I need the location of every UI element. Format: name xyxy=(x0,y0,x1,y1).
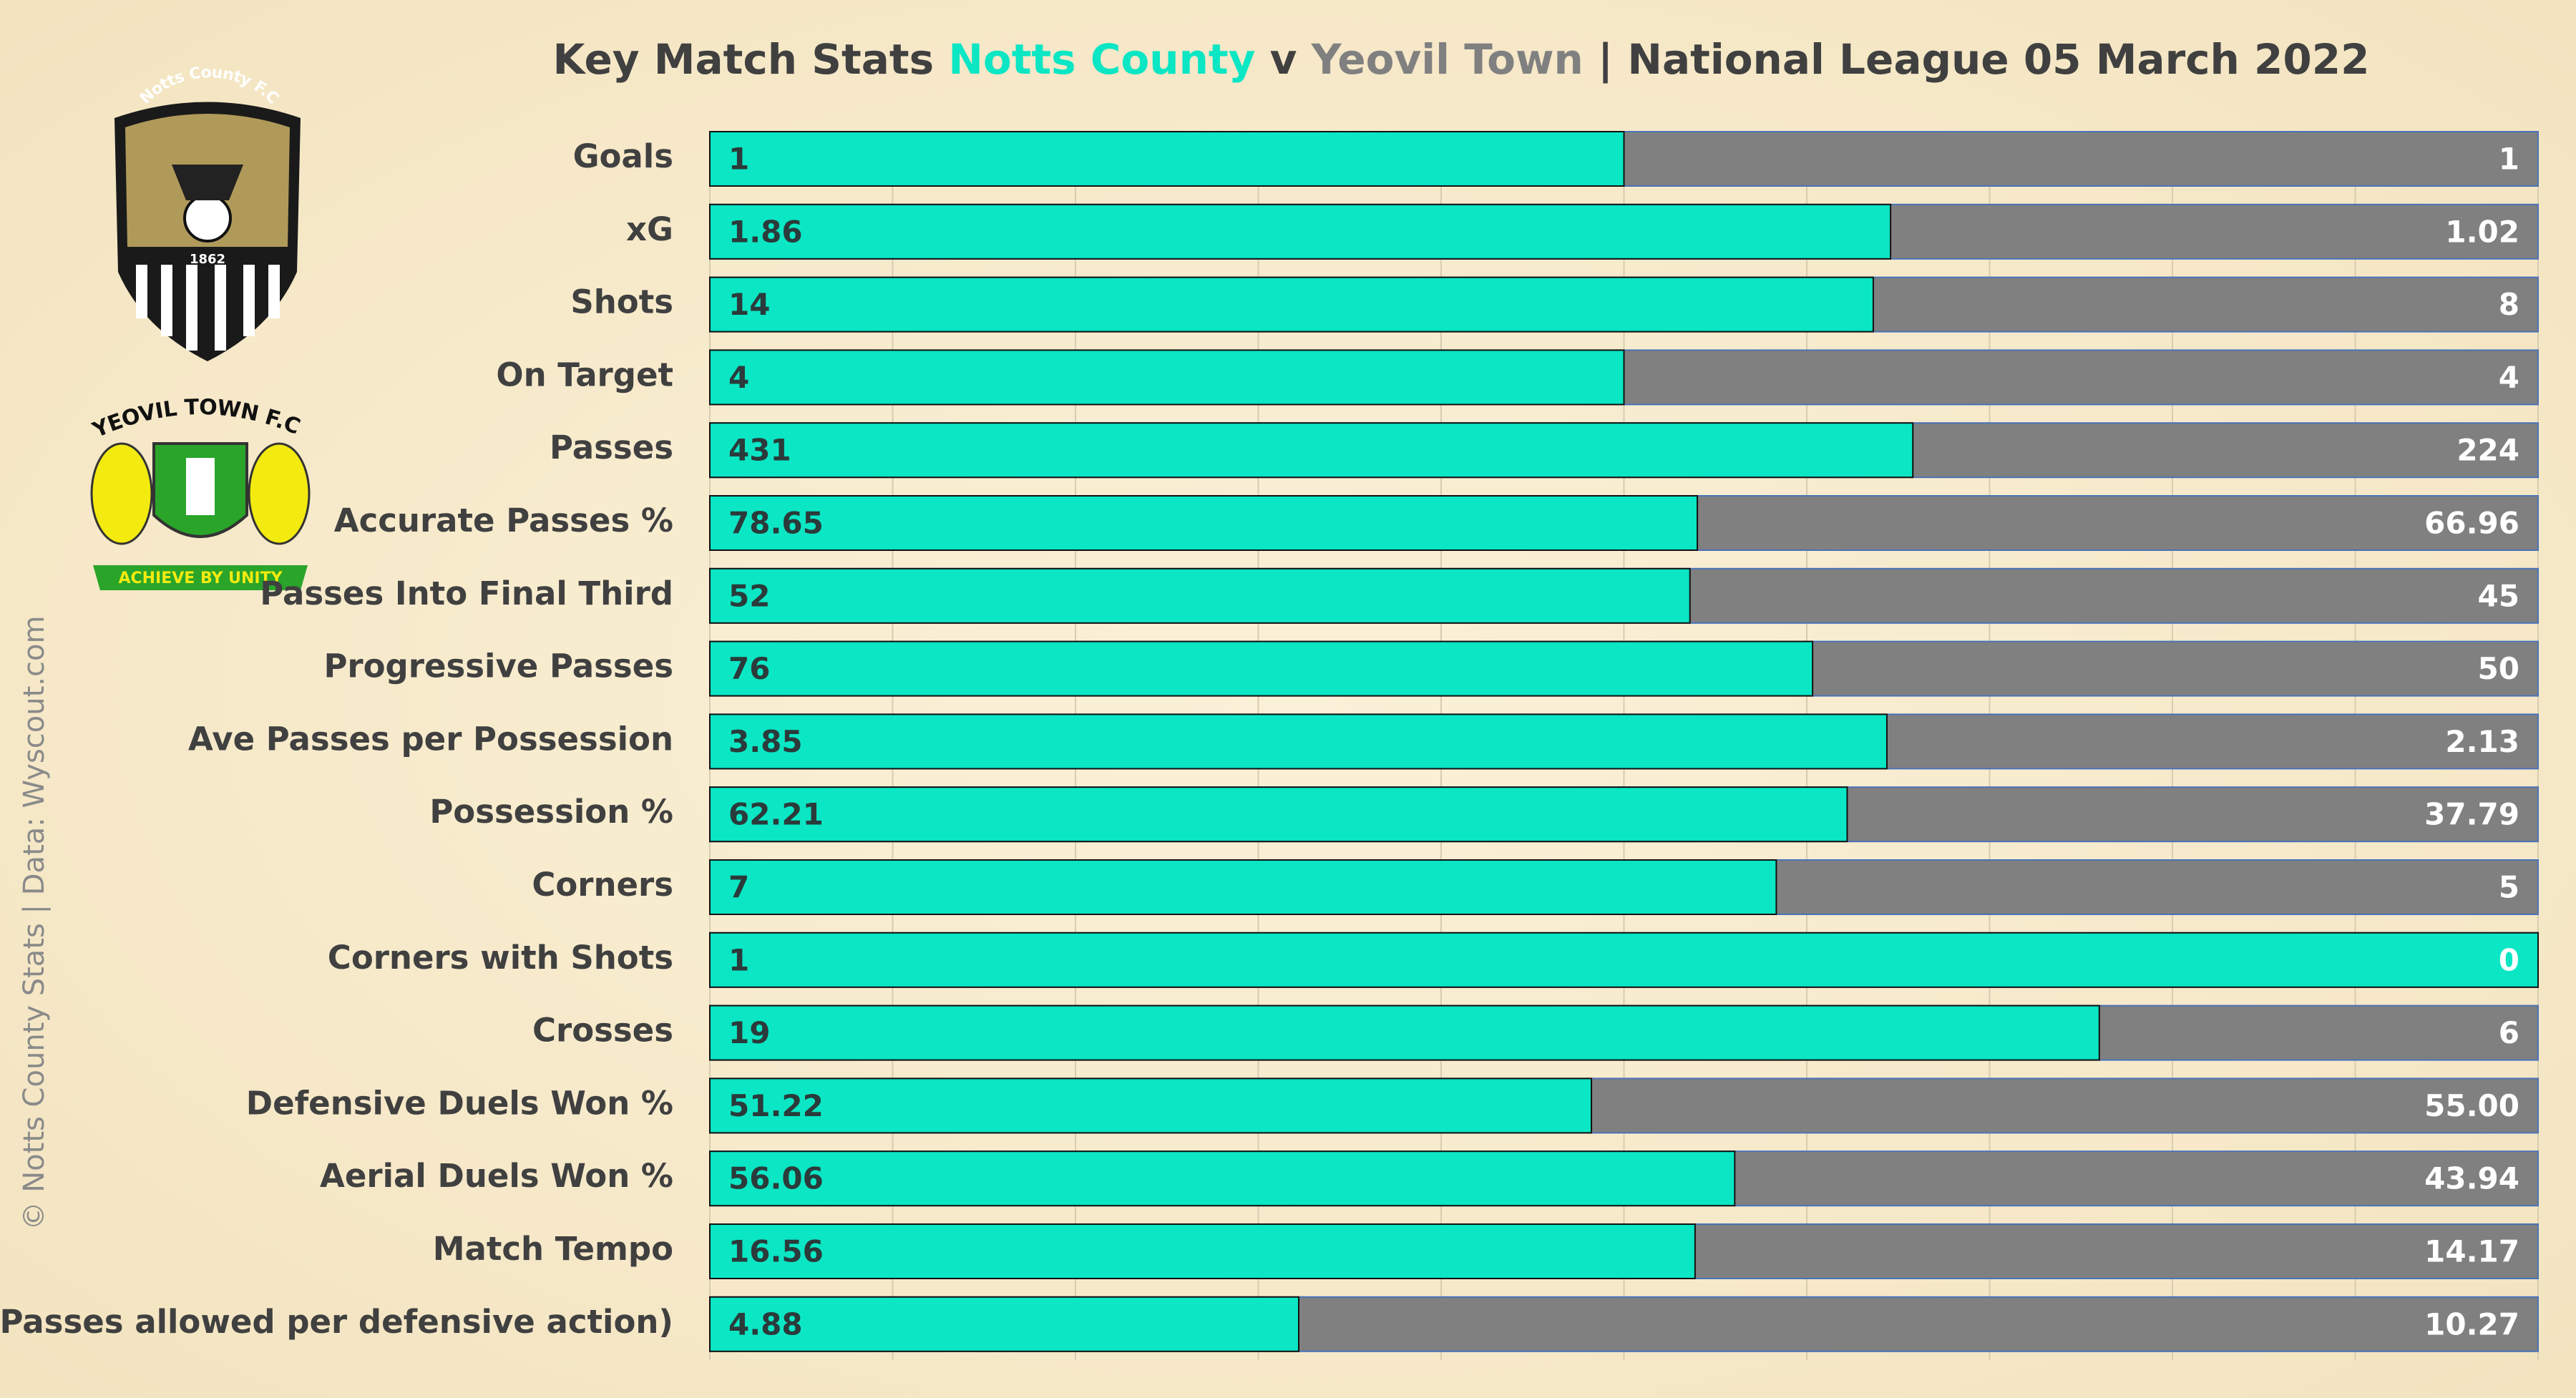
category-label: Shots xyxy=(570,283,673,321)
category-label: xG xyxy=(626,210,673,248)
bar xyxy=(709,1223,1696,1279)
value-label: 14.17 xyxy=(2424,1234,2519,1269)
bar xyxy=(709,1004,2100,1061)
category-label: Corners xyxy=(532,866,673,904)
value-label: 62.21 xyxy=(728,797,824,832)
value-label: 52 xyxy=(728,578,770,613)
value-label: 4.88 xyxy=(728,1306,803,1341)
logo-year: 1862 xyxy=(190,252,225,267)
category-label: Defensive Duels Won % xyxy=(246,1084,673,1122)
value-label: 19 xyxy=(728,1015,770,1050)
category-label: Corners with Shots xyxy=(328,939,673,977)
logo-motto: ACHIEVE BY UNITY xyxy=(118,570,283,587)
category-label: On Target xyxy=(496,356,673,394)
value-label: 0 xyxy=(2499,942,2519,977)
chart-title: Key Match Stats Notts County v Yeovil To… xyxy=(553,35,2370,84)
value-label: 8 xyxy=(2499,287,2519,322)
category-label: Passes Into Final Third xyxy=(260,575,673,612)
value-label: 56.06 xyxy=(728,1161,824,1196)
bar xyxy=(709,349,1625,406)
value-label: 1 xyxy=(2499,142,2519,177)
value-label: 10.27 xyxy=(2424,1306,2519,1341)
bar xyxy=(709,1150,1736,1207)
bar xyxy=(709,567,1691,624)
bar xyxy=(709,422,1914,479)
category-label: Ave Passes per Possession xyxy=(188,720,673,758)
bar xyxy=(709,859,1777,915)
category-label: Accurate Passes % xyxy=(334,502,673,539)
value-label: 45 xyxy=(2478,578,2519,613)
value-label: 43.94 xyxy=(2424,1161,2519,1196)
value-label: 4 xyxy=(728,360,749,395)
value-label: 6 xyxy=(2499,1015,2519,1050)
category-label: Passes xyxy=(550,429,673,466)
value-label: 1.86 xyxy=(728,214,803,249)
bar xyxy=(709,131,1625,187)
value-label: 1 xyxy=(728,942,749,977)
bar xyxy=(709,786,1848,843)
value-label: 7 xyxy=(728,870,749,905)
value-label: 16.56 xyxy=(728,1234,824,1269)
value-label: 1 xyxy=(728,142,749,177)
value-label: 55.00 xyxy=(2424,1088,2519,1123)
value-label: 50 xyxy=(2478,651,2519,686)
bar xyxy=(709,495,1699,551)
value-label: 14 xyxy=(728,287,770,322)
value-label: 76 xyxy=(728,651,770,686)
value-label: 224 xyxy=(2457,433,2519,468)
category-label: Progressive Passes xyxy=(323,647,673,685)
category-label: Crosses xyxy=(532,1012,673,1050)
bar xyxy=(709,640,1814,697)
bar xyxy=(709,1296,1299,1352)
value-label: 2.13 xyxy=(2445,724,2519,759)
value-label: 5 xyxy=(2499,870,2519,905)
bar xyxy=(709,203,1892,260)
category-label: PPDA (Passes allowed per defensive actio… xyxy=(0,1303,673,1341)
bar xyxy=(709,276,1874,333)
category-label: Goals xyxy=(573,137,673,175)
value-label: 51.22 xyxy=(728,1088,824,1123)
value-label: 4 xyxy=(2499,360,2519,395)
value-label: 37.79 xyxy=(2424,797,2519,832)
bar xyxy=(709,1077,1593,1134)
value-label: 431 xyxy=(728,433,791,468)
bar xyxy=(709,932,2539,988)
value-label: 1.02 xyxy=(2445,214,2519,249)
value-label: 3.85 xyxy=(728,724,803,759)
value-label: 66.96 xyxy=(2424,506,2519,541)
category-label: Aerial Duels Won % xyxy=(320,1157,673,1195)
bar xyxy=(709,713,1888,770)
credit: © Notts County Stats | Data: Wyscout.com xyxy=(18,616,51,1231)
category-label: Match Tempo xyxy=(433,1230,673,1268)
value-label: 78.65 xyxy=(728,506,824,541)
category-label: Possession % xyxy=(429,793,673,831)
